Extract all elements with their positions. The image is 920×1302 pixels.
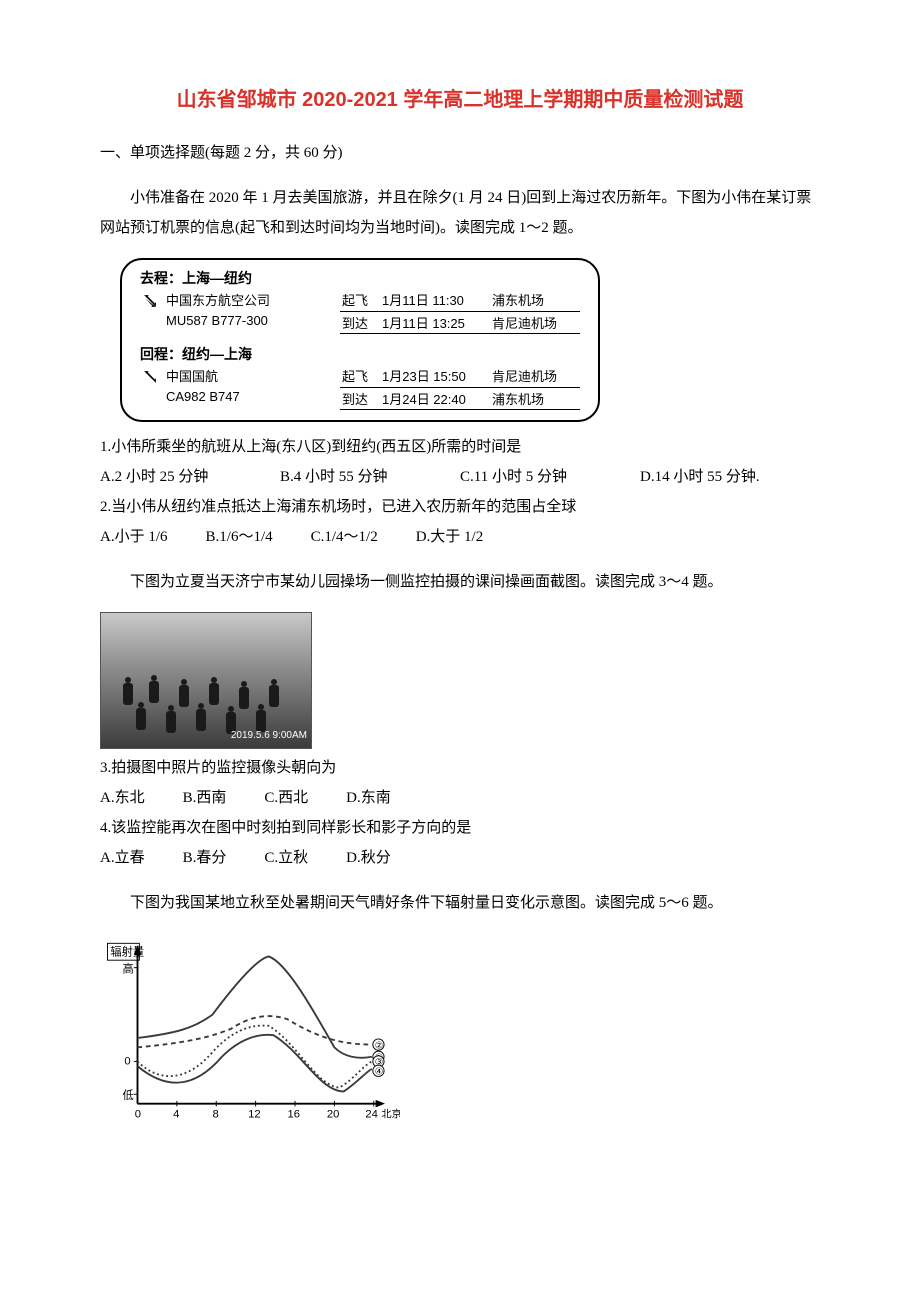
playground-photo: 2019.5.6 9:00AM bbox=[100, 612, 310, 749]
cell: 起飞 bbox=[340, 291, 380, 312]
curve-3 bbox=[138, 1026, 372, 1088]
svg-text:24: 24 bbox=[365, 1109, 378, 1121]
opt: C.1/4～1/2 bbox=[311, 522, 378, 552]
cell: 肯尼迪机场 bbox=[490, 314, 580, 335]
opt: C.西北 bbox=[264, 783, 308, 813]
x-ticks: 0 4 8 12 16 20 24 北京时间 bbox=[135, 1108, 400, 1121]
photo-timestamp: 2019.5.6 9:00AM bbox=[231, 726, 307, 746]
opt: D.秋分 bbox=[346, 843, 391, 873]
exam-title: 山东省邹城市 2020-2021 学年高二地理上学期期中质量检测试题 bbox=[100, 80, 820, 120]
opt: A.立春 bbox=[100, 843, 145, 873]
question-1: 1.小伟所乘坐的航班从上海(东八区)到纽约(西五区)所需的时间是 bbox=[100, 432, 820, 462]
cell: 浦东机场 bbox=[490, 291, 580, 312]
opt: B.西南 bbox=[183, 783, 227, 813]
svg-text:16: 16 bbox=[288, 1109, 301, 1121]
opt: A.小于 1/6 bbox=[100, 522, 168, 552]
out-flightno: MU587 B777-300 bbox=[166, 311, 314, 331]
opt: A.2 小时 25 分钟 bbox=[100, 462, 280, 492]
svg-text:高: 高 bbox=[123, 961, 134, 975]
q1-options: A.2 小时 25 分钟 B.4 小时 55 分钟 C.11 小时 5 分钟 D… bbox=[100, 462, 820, 492]
radiation-chart: 辐射量 高 0 低 0 4 8 12 16 20 24 北京时间 bbox=[100, 933, 400, 1143]
intro-q1-2: 小伟准备在 2020 年 1 月去美国旅游，并且在除夕(1 月 24 日)回到上… bbox=[100, 183, 820, 243]
opt: C.立秋 bbox=[264, 843, 308, 873]
cell: 浦东机场 bbox=[490, 390, 580, 411]
cell: 1月11日 13:25 bbox=[380, 314, 490, 335]
opt: D.14 小时 55 分钟. bbox=[640, 462, 820, 492]
ticket-ret-title: 回程：纽约—上海 bbox=[140, 344, 580, 365]
cell: 1月24日 22:40 bbox=[380, 390, 490, 411]
intro-q5-6: 下图为我国某地立秋至处暑期间天气晴好条件下辐射量日变化示意图。读图完成 5～6 … bbox=[100, 888, 820, 918]
opt: B.4 小时 55 分钟 bbox=[280, 462, 460, 492]
svg-text:8: 8 bbox=[213, 1109, 219, 1121]
cell: 起飞 bbox=[340, 367, 380, 388]
opt: D.大于 1/2 bbox=[416, 522, 484, 552]
opt: B.1/6～1/4 bbox=[206, 522, 273, 552]
question-4: 4.该监控能再次在图中时刻拍到同样影长和影子方向的是 bbox=[100, 813, 820, 843]
cell: 到达 bbox=[340, 314, 380, 335]
q2-options: A.小于 1/6 B.1/6～1/4 C.1/4～1/2 D.大于 1/2 bbox=[100, 522, 820, 552]
out-airline: 中国东方航空公司 bbox=[166, 291, 314, 311]
section-1-heading: 一、单项选择题(每题 2 分，共 60 分) bbox=[100, 138, 820, 168]
opt: B.春分 bbox=[183, 843, 227, 873]
opt: C.11 小时 5 分钟 bbox=[460, 462, 640, 492]
opt: D.东南 bbox=[346, 783, 391, 813]
intro-q3-4: 下图为立夏当天济宁市某幼儿园操场一侧监控拍摄的课间操画面截图。读图完成 3～4 … bbox=[100, 567, 820, 597]
question-3: 3.拍摄图中照片的监控摄像头朝向为 bbox=[100, 753, 820, 783]
opt: A.东北 bbox=[100, 783, 145, 813]
cell: 1月11日 11:30 bbox=[380, 291, 490, 312]
cell: 到达 bbox=[340, 390, 380, 411]
ticket-figure: 去程：上海—纽约 中国东方航空公司 MU587 B777-300 起飞 1月11… bbox=[120, 258, 600, 422]
svg-text:12: 12 bbox=[248, 1109, 261, 1121]
svg-text:0: 0 bbox=[124, 1055, 130, 1067]
svg-text:20: 20 bbox=[327, 1109, 340, 1121]
svg-text:北京时间: 北京时间 bbox=[381, 1108, 400, 1121]
ret-airline: 中国国航 bbox=[166, 367, 314, 387]
q3-options: A.东北 B.西南 C.西北 D.东南 bbox=[100, 783, 820, 813]
svg-text:④: ④ bbox=[375, 1067, 383, 1077]
svg-text:4: 4 bbox=[173, 1109, 179, 1121]
svg-text:0: 0 bbox=[135, 1109, 141, 1121]
ticket-out-title: 去程：上海—纽约 bbox=[140, 268, 580, 289]
cell: 1月23日 15:50 bbox=[380, 367, 490, 388]
svg-text:②: ② bbox=[375, 1040, 383, 1050]
q4-options: A.立春 B.春分 C.立秋 D.秋分 bbox=[100, 843, 820, 873]
plane-icon bbox=[136, 287, 164, 315]
ret-flightno: CA982 B747 bbox=[166, 387, 314, 407]
plane-icon bbox=[136, 363, 164, 391]
cell: 肯尼迪机场 bbox=[490, 367, 580, 388]
question-2: 2.当小伟从纽约准点抵达上海浦东机场时，已进入农历新年的范围占全球 bbox=[100, 492, 820, 522]
svg-text:低: 低 bbox=[123, 1089, 134, 1102]
